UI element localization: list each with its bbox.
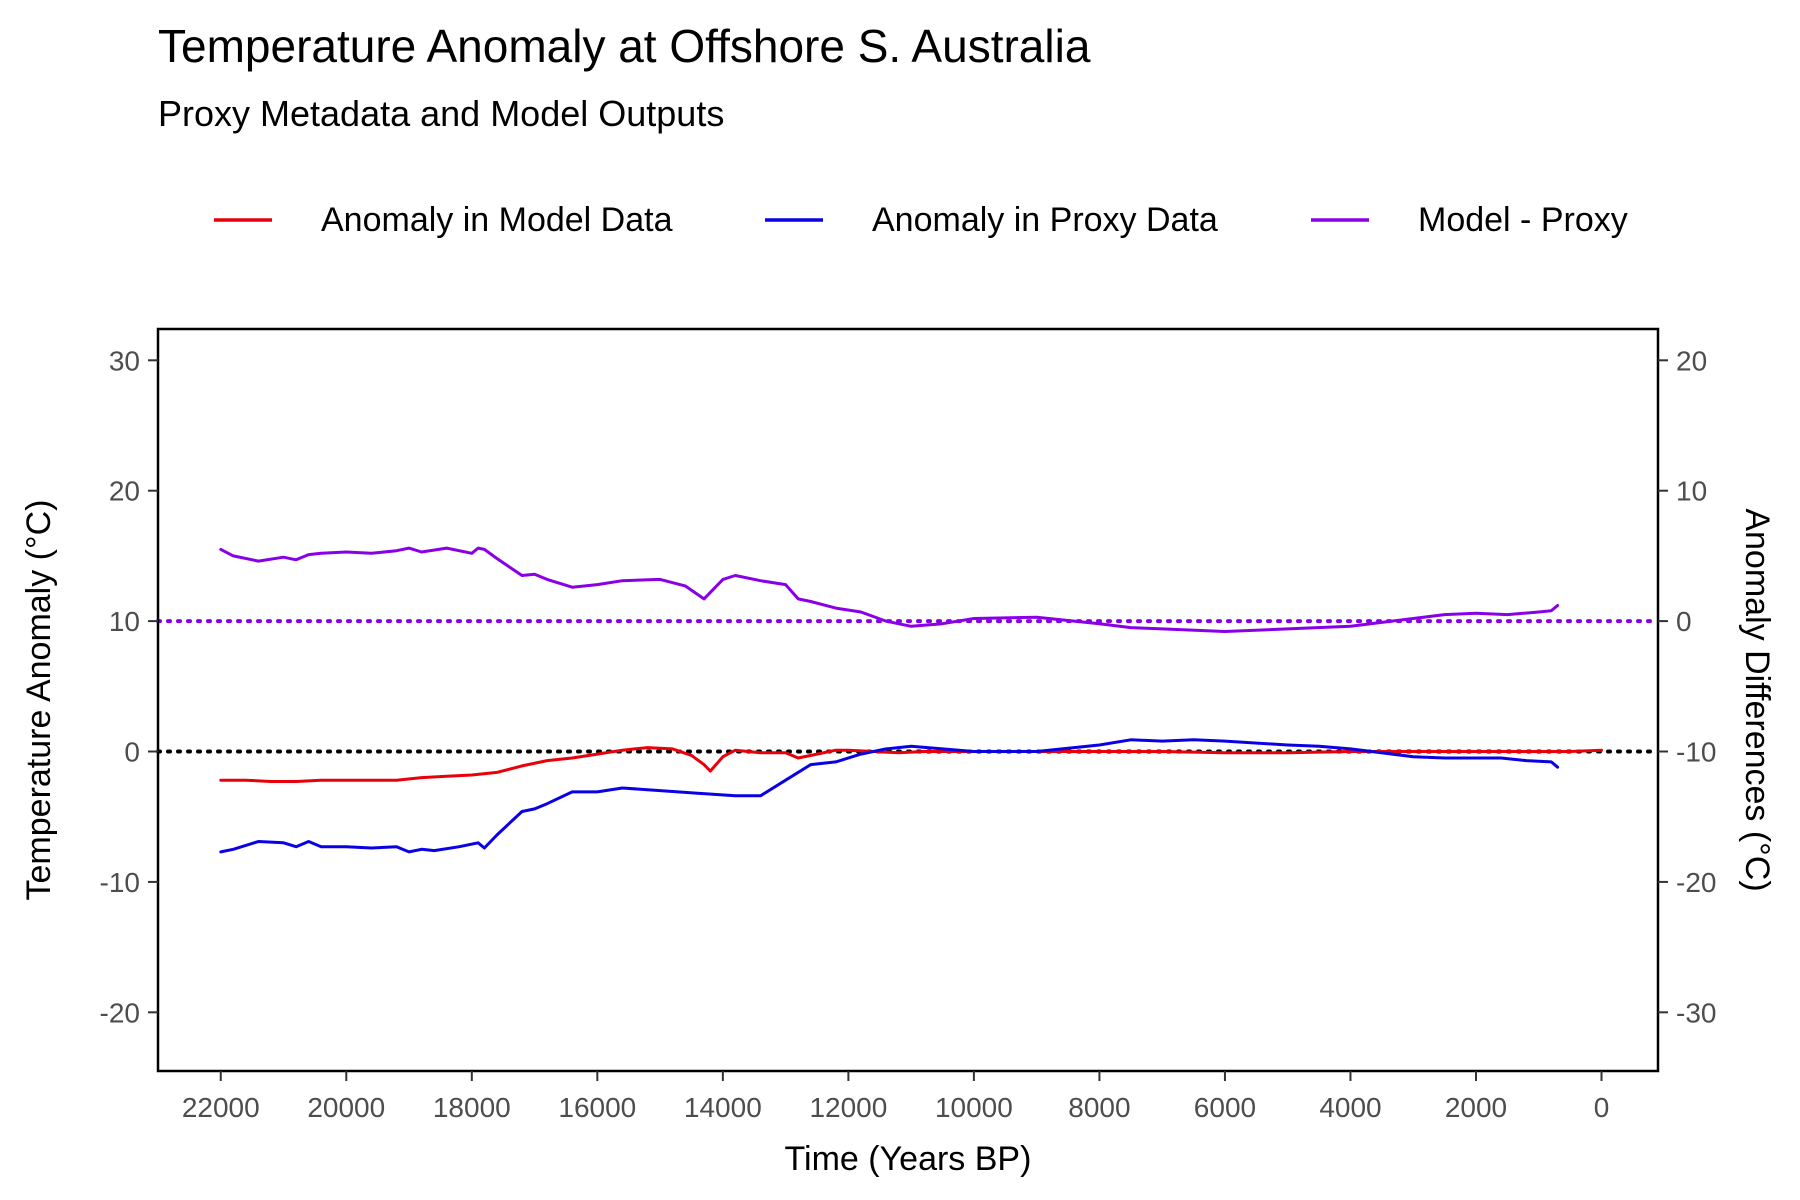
series-line-1 (219, 746, 1603, 783)
legend-label-3: Model - Proxy (1418, 201, 1628, 239)
x-tick-label: 22000 (182, 1092, 260, 1123)
x-tick-label: 16000 (558, 1092, 636, 1123)
y-tick-label: 30 (109, 345, 140, 376)
plot-panel (156, 327, 1660, 1073)
x-tick-label: 8000 (1068, 1092, 1130, 1123)
x-axis-title: Time (Years BP) (785, 1140, 1032, 1178)
x-axis: 22000 20000 18000 16000 14000 12000 10000 8000 6… (182, 1071, 1609, 1123)
legend-label-2: Anomaly in Proxy Data (872, 201, 1218, 239)
x-tick-label: 10000 (935, 1092, 1013, 1123)
reference-lines (156, 619, 1660, 754)
x-tick-label: 12000 (809, 1092, 887, 1123)
chart-subtitle: Proxy Metadata and Model Outputs (158, 93, 724, 134)
x-tick-label: 6000 (1194, 1092, 1256, 1123)
y-axis-title: Temperature Anomaly (°C) (20, 500, 58, 901)
y2-tick-label: -30 (1676, 997, 1716, 1028)
x-tick-label: 18000 (433, 1092, 511, 1123)
x-tick-label: 14000 (684, 1092, 762, 1123)
x-tick-label: 0 (1594, 1092, 1610, 1123)
x-tick-label: 2000 (1445, 1092, 1507, 1123)
y-axis: -20 -10 0 10 20 30 (100, 345, 158, 1028)
y2-tick-label: 20 (1676, 345, 1707, 376)
series-line-3 (219, 546, 1560, 633)
x-tick-label: 4000 (1319, 1092, 1381, 1123)
y-tick-label: 10 (109, 606, 140, 637)
series-lines (219, 546, 1603, 854)
y2-tick-label: -10 (1676, 737, 1716, 768)
legend-label-1: Anomaly in Model Data (321, 201, 673, 239)
y2-axis: -30 -20 -10 0 10 20 (1658, 345, 1716, 1028)
legend: Anomaly in Model Data Anomaly in Proxy Da… (214, 201, 1628, 239)
y-tick-label: -10 (100, 867, 140, 898)
y2-tick-label: 10 (1676, 476, 1707, 507)
series-line-2 (219, 738, 1560, 854)
y-tick-label: 0 (124, 737, 140, 768)
y2-axis-title: Anomaly Differences (°C) (1738, 508, 1776, 891)
y-tick-label: -20 (100, 997, 140, 1028)
y-tick-label: 20 (109, 476, 140, 507)
y2-tick-label: -20 (1676, 867, 1716, 898)
x-tick-label: 20000 (307, 1092, 385, 1123)
y2-tick-label: 0 (1676, 606, 1692, 637)
chart-title: Temperature Anomaly at Offshore S. Austr… (158, 20, 1091, 72)
